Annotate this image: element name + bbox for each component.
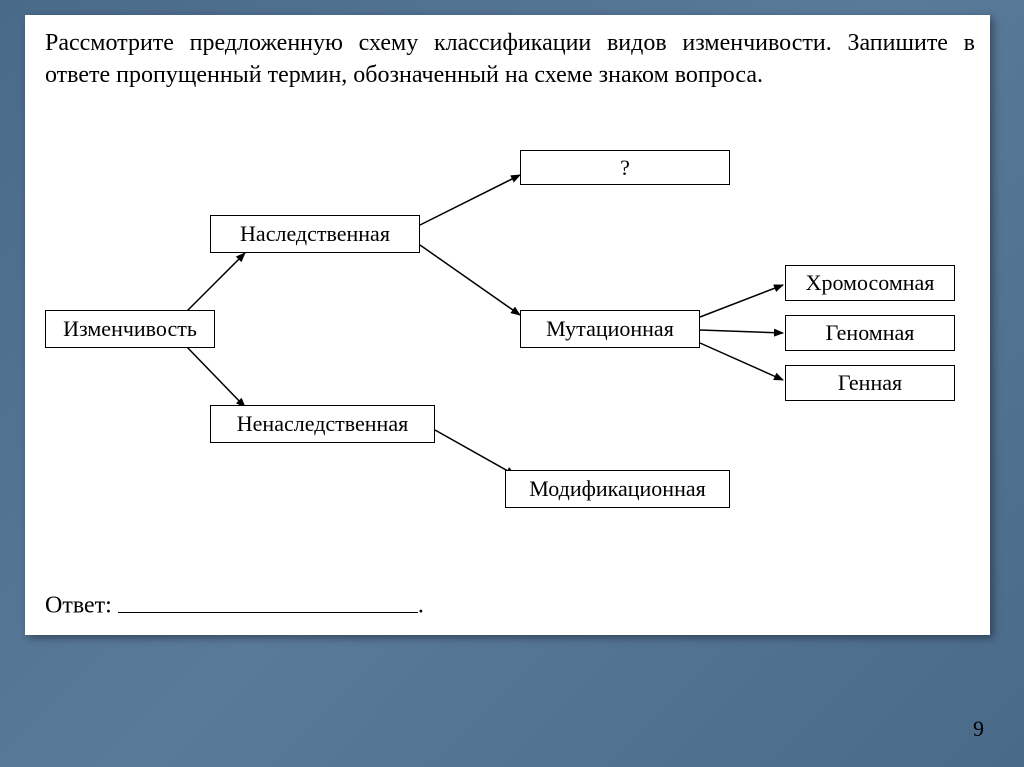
edge: [420, 175, 520, 225]
answer-line: Ответ: .: [45, 590, 424, 620]
node-nonher: Ненаследственная: [210, 405, 435, 443]
task-text: Рассмотрите предложенную схему классифик…: [45, 27, 975, 92]
answer-label: Ответ:: [45, 593, 112, 619]
node-genom: Геномная: [785, 315, 955, 351]
answer-blank[interactable]: [118, 590, 418, 613]
answer-suffix: .: [418, 593, 424, 619]
node-mut: Мутационная: [520, 310, 700, 348]
node-unknown: ?: [520, 150, 730, 185]
edge: [700, 343, 783, 380]
edge: [185, 345, 245, 407]
edge: [435, 430, 515, 475]
node-chrom: Хромосомная: [785, 265, 955, 301]
edge: [700, 330, 783, 333]
edge: [185, 253, 245, 313]
content-card: Рассмотрите предложенную схему классифик…: [25, 15, 990, 635]
node-root: Изменчивость: [45, 310, 215, 348]
node-hered: Наследственная: [210, 215, 420, 253]
edge: [420, 245, 520, 315]
node-gene: Генная: [785, 365, 955, 401]
slide-background: Рассмотрите предложенную схему классифик…: [0, 0, 1024, 767]
edge: [700, 285, 783, 317]
node-modif: Модификационная: [505, 470, 730, 508]
page-number: 9: [973, 716, 984, 742]
